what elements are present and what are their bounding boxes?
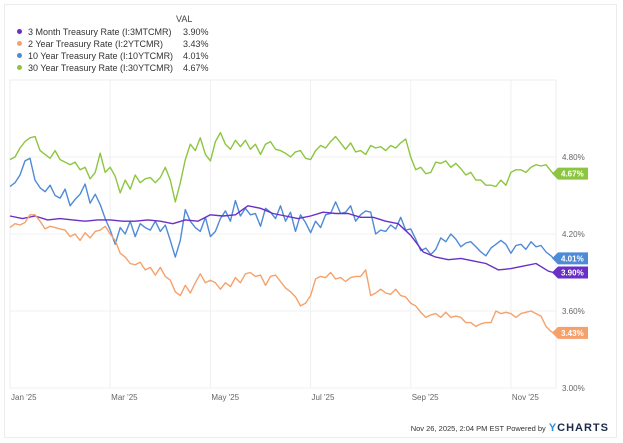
ycharts-logo-text: CHARTS — [557, 422, 609, 434]
legend-item-value: 3.43% — [183, 38, 209, 49]
legend-item-value: 4.01% — [183, 50, 209, 61]
legend-item-name: 3 Month Treasury Rate (I:3MTCMR) — [28, 26, 172, 37]
legend-value-header: VAL — [176, 14, 193, 24]
series-dot-icon — [17, 29, 22, 34]
series-line — [9, 157, 555, 259]
series-line — [9, 214, 554, 334]
legend-item-name: 30 Year Treasury Rate (I:30YTCMR) — [28, 62, 174, 73]
end-label-badge — [552, 252, 588, 265]
chart-footer: Nov 26, 2025, 2:04 PM EST Powered by YCH… — [411, 422, 609, 434]
y-tick-label: 4.80% — [562, 153, 585, 162]
legend-item-value: 3.90% — [183, 26, 209, 37]
legend-item-30-year[interactable]: 30 Year Treasury Rate (I:30YTCMR) 4.67% — [14, 62, 209, 73]
series-line — [9, 131, 555, 203]
series-dot-icon — [17, 41, 22, 46]
series-line — [9, 205, 554, 274]
legend-item-3-month[interactable]: 3 Month Treasury Rate (I:3MTCMR) 3.90% — [14, 26, 209, 37]
end-label-badge — [552, 266, 588, 279]
end-label-value: 3.90% — [561, 269, 584, 278]
y-tick-label: 3.00% — [562, 384, 585, 393]
x-tick-label: Jul '25 — [312, 393, 335, 402]
legend-item-10-year[interactable]: 10 Year Treasury Rate (I:10YTCMR) 4.01% — [14, 50, 209, 61]
y-tick-label: 3.60% — [562, 307, 585, 316]
axis-ticks: Jan '25 Mar '25 May '25 Jul '25 Sep '25 Nov '… — [11, 153, 585, 402]
end-label-badge — [552, 326, 588, 339]
series-dot-icon — [17, 65, 22, 70]
ycharts-logo[interactable]: YCHARTS — [549, 422, 609, 434]
end-label-badge — [552, 167, 588, 180]
legend-item-2-year[interactable]: 2 Year Treasury Rate (I:2YTCMR) 3.43% — [14, 38, 209, 49]
legend-item-value: 4.67% — [183, 62, 209, 73]
x-tick-label: Jan '25 — [11, 393, 37, 402]
legend-item-name: 10 Year Treasury Rate (I:10YTCMR) — [28, 50, 174, 61]
legend-item-name: 2 Year Treasury Rate (I:2YTCMR) — [28, 38, 164, 49]
end-label-value: 3.43% — [561, 329, 584, 338]
x-tick-label: Mar '25 — [111, 393, 138, 402]
x-tick-label: Nov '25 — [512, 393, 539, 402]
y-tick-label: 4.20% — [562, 230, 585, 239]
ycharts-logo-y: Y — [548, 422, 558, 434]
series-dot-icon — [17, 53, 22, 58]
timestamp: Nov 26, 2025, 2:04 PM EST — [410, 423, 505, 433]
end-label-value: 4.01% — [561, 254, 584, 263]
powered-by-text: Powered by — [506, 423, 546, 433]
series-lines — [9, 131, 555, 334]
x-tick-label: May '25 — [211, 393, 239, 402]
end-label-value: 4.67% — [561, 170, 584, 179]
end-value-labels: 4.67% 4.01% 3.90% 3.43% — [552, 167, 588, 339]
x-tick-label: Sep '25 — [412, 393, 439, 402]
grid — [9, 79, 557, 389]
